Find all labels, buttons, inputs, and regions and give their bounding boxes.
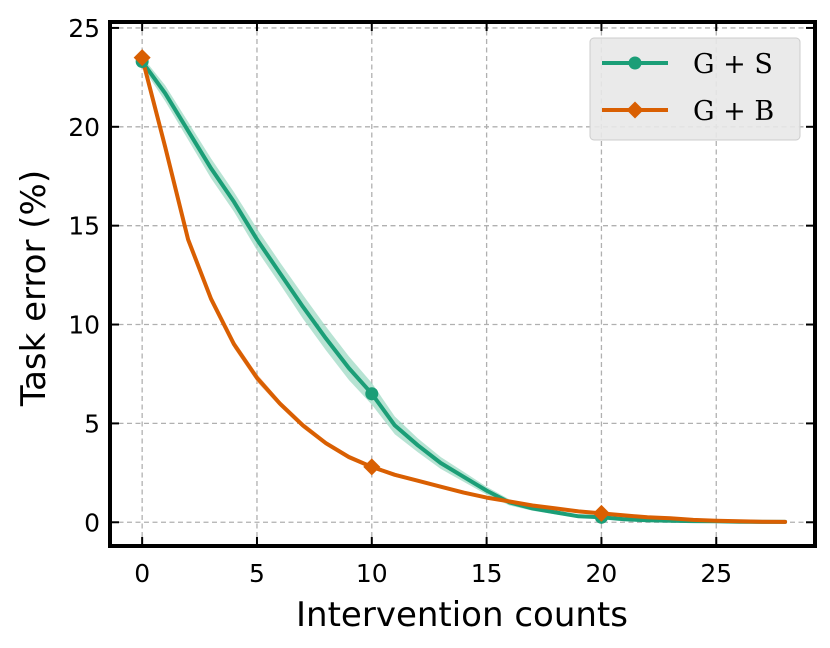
legend-marker-g-s [628, 56, 642, 70]
marker-g-b [363, 458, 381, 476]
marker-g-b [592, 504, 610, 522]
legend-label-g-b: G + B [693, 96, 774, 127]
series-markers [133, 49, 610, 524]
line-g-b [140, 55, 788, 524]
y-tick-label: 25 [68, 14, 100, 43]
legend: G + S G + B [589, 37, 801, 141]
x-tick-label: 20 [586, 559, 618, 588]
x-tick-label: 25 [700, 559, 732, 588]
y-tick-label: 0 [84, 508, 100, 537]
y-tick-label: 15 [68, 212, 100, 241]
series-lines [140, 55, 788, 524]
axis-ticks [110, 22, 815, 546]
y-tick-label: 20 [68, 113, 100, 142]
plot-frame [108, 20, 817, 548]
x-tick-label: 5 [249, 559, 265, 588]
x-tick-label: 0 [134, 559, 150, 588]
y-tick-label: 10 [68, 311, 100, 340]
marker-g-s [365, 387, 379, 401]
x-tick-label: 15 [471, 559, 503, 588]
marker-g-b [133, 49, 151, 67]
legend-label-g-s: G + S [693, 49, 773, 80]
legend-marker-g-b [626, 101, 644, 119]
y-tick-label: 5 [84, 409, 100, 438]
x-tick-label: 10 [356, 559, 388, 588]
tick-labels: 0 5 10 15 20 25 0 5 10 15 20 25 [68, 14, 732, 588]
y-axis-label: Task error (%) [14, 170, 54, 407]
x-axis-label: Intervention counts [296, 595, 628, 635]
